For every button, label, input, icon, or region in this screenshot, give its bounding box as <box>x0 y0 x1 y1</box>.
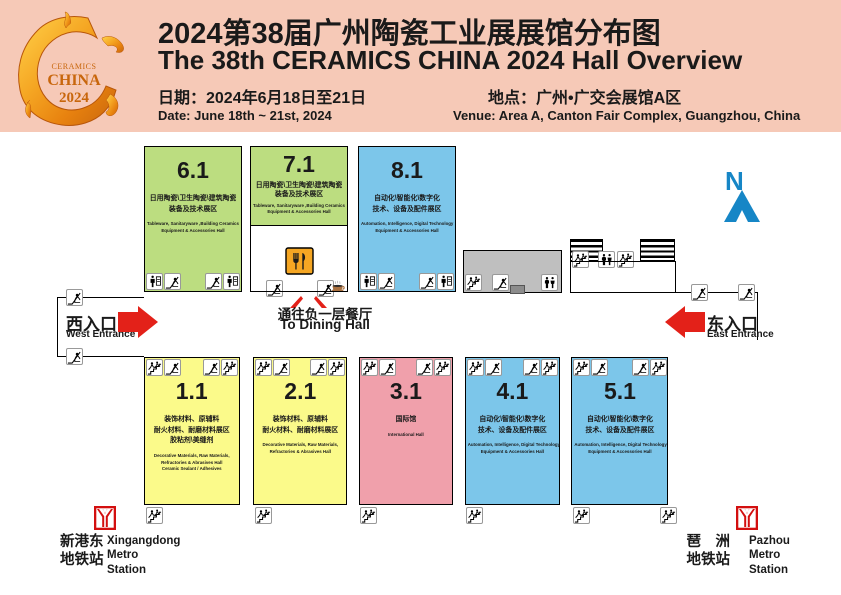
svg-text:CERAMICS: CERAMICS <box>52 62 97 71</box>
svg-text:CHINA: CHINA <box>47 72 101 89</box>
svg-text:2024: 2024 <box>59 90 90 106</box>
